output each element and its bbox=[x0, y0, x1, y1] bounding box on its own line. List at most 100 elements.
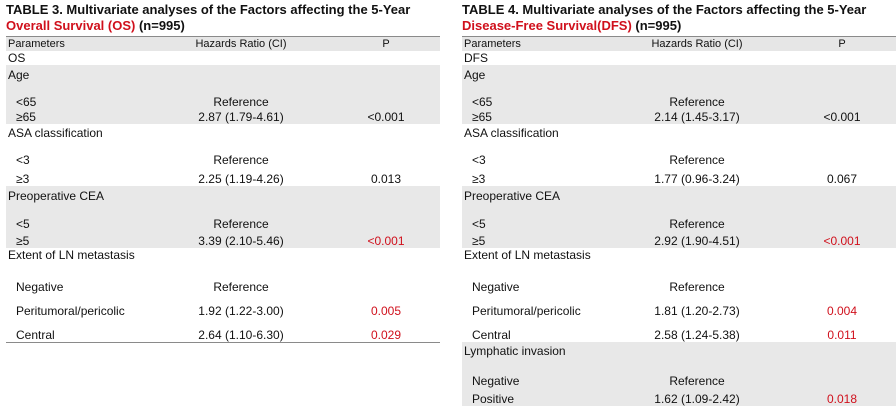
p-value-cell: 0.011 bbox=[827, 328, 857, 342]
table-row: ≥3 2.25 (1.19-4.26) 0.013 bbox=[6, 167, 440, 186]
parameter-label: Positive bbox=[472, 392, 515, 406]
parameter-label: <3 bbox=[16, 153, 30, 167]
parameter-label: Negative bbox=[472, 374, 520, 388]
group-header-row: ASA classification bbox=[462, 124, 896, 140]
table-row: ≥65 2.14 (1.45-3.17) <0.001 bbox=[462, 109, 896, 124]
group-header-row: Age bbox=[6, 65, 440, 82]
header-p: P bbox=[382, 38, 390, 50]
caption-subtitle: Disease-Free Survival(DFS) (n=995) bbox=[462, 18, 896, 34]
group-label: Extent of LN metastasis bbox=[464, 248, 591, 262]
group-header-row: Extent of LN metastasis bbox=[462, 248, 896, 262]
caption-count: (n=995) bbox=[135, 18, 185, 33]
table-section-title: DFS bbox=[464, 51, 488, 65]
table-row: <65 Reference bbox=[6, 82, 440, 109]
hazards-ratio-cell: 2.64 (1.10-6.30) bbox=[198, 328, 284, 342]
group-header-row: Preoperative CEA bbox=[462, 186, 896, 203]
p-value-cell: <0.001 bbox=[367, 110, 405, 124]
table-row: <3 Reference bbox=[6, 140, 440, 167]
parameter-label: <5 bbox=[16, 217, 30, 231]
column-header-row: Parameters Hazards Ratio (CI) P bbox=[462, 36, 896, 51]
group-label: ASA classification bbox=[464, 126, 559, 140]
table-row: <5 Reference bbox=[462, 203, 896, 231]
p-value-cell: 0.018 bbox=[826, 392, 858, 406]
table-caption: TABLE 4. Multivariate analyses of the Fa… bbox=[462, 2, 896, 36]
hazards-ratio-cell: 2.14 (1.45-3.17) bbox=[654, 110, 740, 124]
parameter-label: <5 bbox=[472, 217, 486, 231]
hazards-ratio-cell: Reference bbox=[669, 95, 725, 109]
hazards-ratio-cell: 3.39 (2.10-5.46) bbox=[198, 234, 284, 248]
table-row: Negative Reference bbox=[462, 262, 896, 294]
hazards-ratio-cell: Reference bbox=[669, 153, 725, 167]
hazards-ratio-cell: Reference bbox=[669, 280, 725, 294]
hazards-ratio-cell: Reference bbox=[213, 280, 269, 294]
parameter-label: Negative bbox=[16, 280, 64, 294]
group-label: Lymphatic invasion bbox=[464, 344, 566, 358]
caption-count: (n=995) bbox=[631, 18, 682, 33]
group-header-row: Age bbox=[462, 65, 896, 82]
table-row: Peritumoral/pericolic 1.81 (1.20-2.73) 0.0… bbox=[462, 294, 896, 318]
p-value-cell: <0.001 bbox=[367, 234, 405, 248]
p-value-cell: 0.013 bbox=[370, 172, 402, 186]
parameter-label: <65 bbox=[472, 95, 493, 109]
table-row: Central 2.64 (1.10-6.30) 0.029 bbox=[6, 318, 440, 342]
table-title-row: DFS bbox=[462, 51, 896, 65]
hazards-ratio-cell: 2.92 (1.90-4.51) bbox=[654, 234, 740, 248]
table-title-row: OS bbox=[6, 51, 440, 65]
table-row: Positive 1.62 (1.09-2.42) 0.018 bbox=[462, 388, 896, 406]
parameter-label: Central bbox=[16, 328, 55, 342]
table-4-panel: TABLE 4. Multivariate analyses of the Fa… bbox=[462, 2, 896, 406]
hazards-ratio-cell: 2.58 (1.24-5.38) bbox=[654, 328, 740, 342]
caption-red-text: Overall Survival (OS) bbox=[6, 18, 136, 33]
header-p: P bbox=[838, 38, 846, 50]
group-label: Extent of LN metastasis bbox=[8, 248, 135, 262]
table-row: Negative Reference bbox=[6, 262, 440, 294]
header-parameters: Parameters bbox=[8, 38, 65, 50]
p-value-cell: 0.029 bbox=[370, 328, 402, 342]
caption-subtitle: Overall Survival (OS) (n=995) bbox=[6, 18, 440, 34]
hazards-ratio-cell: 1.77 (0.96-3.24) bbox=[654, 172, 740, 186]
table-body: DFS Age <65 Reference ≥65 2.14 (1.45-3.17) <0.… bbox=[462, 51, 896, 406]
parameter-label: ≥5 bbox=[472, 234, 486, 248]
hazards-ratio-cell: 2.87 (1.79-4.61) bbox=[198, 110, 284, 124]
group-header-row: Extent of LN metastasis bbox=[6, 248, 440, 262]
hazards-ratio-cell: 1.92 (1.22-3.00) bbox=[198, 304, 284, 318]
header-hazards-ratio: Hazards Ratio (CI) bbox=[195, 38, 287, 50]
table-row: <5 Reference bbox=[6, 203, 440, 231]
table-3-panel: TABLE 3. Multivariate analyses of the Fa… bbox=[6, 2, 440, 343]
parameter-label: Peritumoral/pericolic bbox=[472, 304, 581, 318]
table-row: ≥65 2.87 (1.79-4.61) <0.001 bbox=[6, 109, 440, 124]
parameter-label: <3 bbox=[472, 153, 486, 167]
parameter-label: ≥5 bbox=[16, 234, 30, 248]
group-label: Preoperative CEA bbox=[464, 189, 561, 203]
table-row: Negative Reference bbox=[462, 358, 896, 388]
header-hazards-ratio: Hazards Ratio (CI) bbox=[651, 38, 743, 50]
caption-red-text: Disease-Free Survival(DFS) bbox=[462, 18, 632, 33]
header-parameters: Parameters bbox=[464, 38, 521, 50]
p-value-cell: <0.001 bbox=[823, 110, 861, 124]
table-section-title: OS bbox=[8, 51, 26, 65]
hazards-ratio-cell: 2.25 (1.19-4.26) bbox=[198, 172, 284, 186]
parameter-label: <65 bbox=[16, 95, 37, 109]
parameter-label: Central bbox=[472, 328, 511, 342]
hazards-ratio-cell: Reference bbox=[669, 217, 725, 231]
p-value-cell: 0.067 bbox=[826, 172, 858, 186]
p-value-cell: <0.001 bbox=[823, 234, 861, 248]
parameter-label: Negative bbox=[472, 280, 520, 294]
group-header-row: Preoperative CEA bbox=[6, 186, 440, 203]
table-row: <3 Reference bbox=[462, 140, 896, 167]
table-row: ≥5 2.92 (1.90-4.51) <0.001 bbox=[462, 231, 896, 248]
group-label: Age bbox=[464, 68, 486, 82]
hazards-ratio-cell: 1.62 (1.09-2.42) bbox=[654, 392, 740, 406]
caption-title: TABLE 4. Multivariate analyses of the Fa… bbox=[462, 2, 867, 17]
column-header-row: Parameters Hazards Ratio (CI) P bbox=[6, 36, 440, 51]
table-row: ≥5 3.39 (2.10-5.46) <0.001 bbox=[6, 231, 440, 248]
hazards-ratio-cell: 1.81 (1.20-2.73) bbox=[654, 304, 740, 318]
hazards-ratio-cell: Reference bbox=[213, 153, 269, 167]
parameter-label: ≥3 bbox=[16, 172, 30, 186]
table-row: ≥3 1.77 (0.96-3.24) 0.067 bbox=[462, 167, 896, 186]
parameter-label: ≥3 bbox=[472, 172, 486, 186]
group-label: Preoperative CEA bbox=[8, 189, 105, 203]
hazards-ratio-cell: Reference bbox=[213, 95, 269, 109]
table-body: OS Age <65 Reference ≥65 2.87 (1.79-4.61) <0.0… bbox=[6, 51, 440, 342]
table-row: Peritumoral/pericolic 1.92 (1.22-3.00) 0.0… bbox=[6, 294, 440, 318]
